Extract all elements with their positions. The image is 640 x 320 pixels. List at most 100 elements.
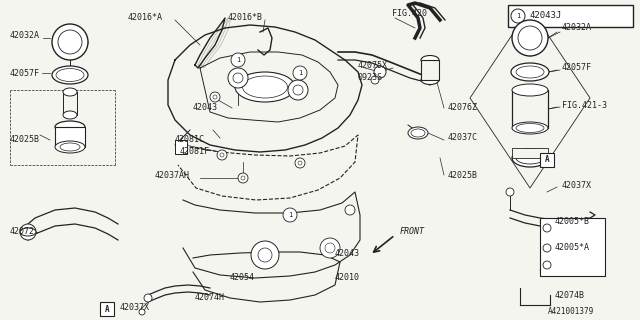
Ellipse shape xyxy=(512,84,548,96)
Ellipse shape xyxy=(235,72,295,102)
Circle shape xyxy=(293,85,303,95)
Text: 42054: 42054 xyxy=(230,273,255,282)
Circle shape xyxy=(144,294,152,302)
Ellipse shape xyxy=(411,129,425,137)
Text: A421001379: A421001379 xyxy=(548,308,595,316)
Text: A: A xyxy=(545,156,549,164)
Text: 42025B: 42025B xyxy=(10,135,40,145)
Text: FIG.421-3: FIG.421-3 xyxy=(562,100,607,109)
Bar xyxy=(421,60,439,80)
Ellipse shape xyxy=(516,152,544,164)
Text: 1: 1 xyxy=(236,57,240,63)
Text: FRONT: FRONT xyxy=(400,228,425,236)
Ellipse shape xyxy=(408,127,428,139)
Text: 42081F: 42081F xyxy=(180,148,210,156)
Bar xyxy=(55,127,85,147)
Ellipse shape xyxy=(421,76,439,84)
Circle shape xyxy=(320,238,340,258)
Circle shape xyxy=(325,243,335,253)
Bar xyxy=(175,140,187,154)
Text: 42016*B: 42016*B xyxy=(228,13,263,22)
Text: 42076Z: 42076Z xyxy=(448,103,478,113)
Text: 42037X: 42037X xyxy=(120,303,150,313)
Text: 1: 1 xyxy=(516,13,520,19)
Text: 42074B: 42074B xyxy=(555,291,585,300)
Circle shape xyxy=(518,26,542,50)
Circle shape xyxy=(228,68,248,88)
Ellipse shape xyxy=(511,63,549,81)
Circle shape xyxy=(58,30,82,54)
Circle shape xyxy=(298,161,302,165)
Ellipse shape xyxy=(512,122,548,134)
Circle shape xyxy=(251,241,279,269)
Bar xyxy=(508,5,633,27)
Circle shape xyxy=(288,80,308,100)
Text: 42057F: 42057F xyxy=(10,68,40,77)
Text: 42043J: 42043J xyxy=(530,12,563,20)
Circle shape xyxy=(283,208,297,222)
Circle shape xyxy=(231,53,245,67)
Text: 42037X: 42037X xyxy=(562,180,592,189)
Bar xyxy=(512,90,548,128)
Bar xyxy=(540,153,554,167)
Ellipse shape xyxy=(516,66,544,78)
Circle shape xyxy=(258,248,272,262)
Circle shape xyxy=(139,309,145,315)
Circle shape xyxy=(511,9,525,23)
Text: 42005*A: 42005*A xyxy=(555,244,590,252)
Text: 42037AH: 42037AH xyxy=(155,172,190,180)
Ellipse shape xyxy=(512,149,548,167)
Text: 42075X: 42075X xyxy=(358,60,388,69)
Ellipse shape xyxy=(20,228,36,236)
Circle shape xyxy=(213,95,217,99)
Circle shape xyxy=(345,205,355,215)
Circle shape xyxy=(374,66,386,78)
Text: 42081C: 42081C xyxy=(175,135,205,145)
Ellipse shape xyxy=(421,55,439,65)
Bar xyxy=(540,218,605,276)
Ellipse shape xyxy=(60,143,80,151)
Text: 42010: 42010 xyxy=(335,273,360,282)
Text: 42037C: 42037C xyxy=(448,133,478,142)
Bar xyxy=(100,302,114,316)
Text: 42025B: 42025B xyxy=(448,171,478,180)
Text: FIG.420: FIG.420 xyxy=(392,10,427,19)
Circle shape xyxy=(293,66,307,80)
Text: 42032A: 42032A xyxy=(10,30,40,39)
Text: 42057F: 42057F xyxy=(562,63,592,73)
Ellipse shape xyxy=(63,88,77,96)
Text: 42074H: 42074H xyxy=(195,293,225,302)
Circle shape xyxy=(506,188,514,196)
Text: 42072: 42072 xyxy=(10,227,35,236)
Circle shape xyxy=(210,92,220,102)
Text: 42032A: 42032A xyxy=(562,23,592,33)
Circle shape xyxy=(543,261,551,269)
Circle shape xyxy=(233,73,243,83)
Ellipse shape xyxy=(63,111,77,119)
Text: 1: 1 xyxy=(298,70,302,76)
Text: 42016*A: 42016*A xyxy=(128,13,163,22)
Circle shape xyxy=(20,224,36,240)
Circle shape xyxy=(217,150,227,160)
Ellipse shape xyxy=(52,66,88,84)
Ellipse shape xyxy=(243,76,287,98)
Circle shape xyxy=(238,173,248,183)
Ellipse shape xyxy=(56,68,84,82)
Text: 42043: 42043 xyxy=(335,249,360,258)
Text: 1: 1 xyxy=(288,212,292,218)
Text: 42043: 42043 xyxy=(193,103,218,113)
Circle shape xyxy=(371,76,379,84)
Circle shape xyxy=(220,153,224,157)
Circle shape xyxy=(295,158,305,168)
Ellipse shape xyxy=(55,141,85,153)
Text: A: A xyxy=(105,305,109,314)
Ellipse shape xyxy=(516,124,544,132)
Bar xyxy=(512,148,548,158)
Circle shape xyxy=(512,20,548,56)
Circle shape xyxy=(543,224,551,232)
Text: 42005*B: 42005*B xyxy=(555,218,590,227)
Ellipse shape xyxy=(55,121,85,133)
Text: 0923S: 0923S xyxy=(358,73,383,82)
Circle shape xyxy=(52,24,88,60)
Circle shape xyxy=(241,176,245,180)
